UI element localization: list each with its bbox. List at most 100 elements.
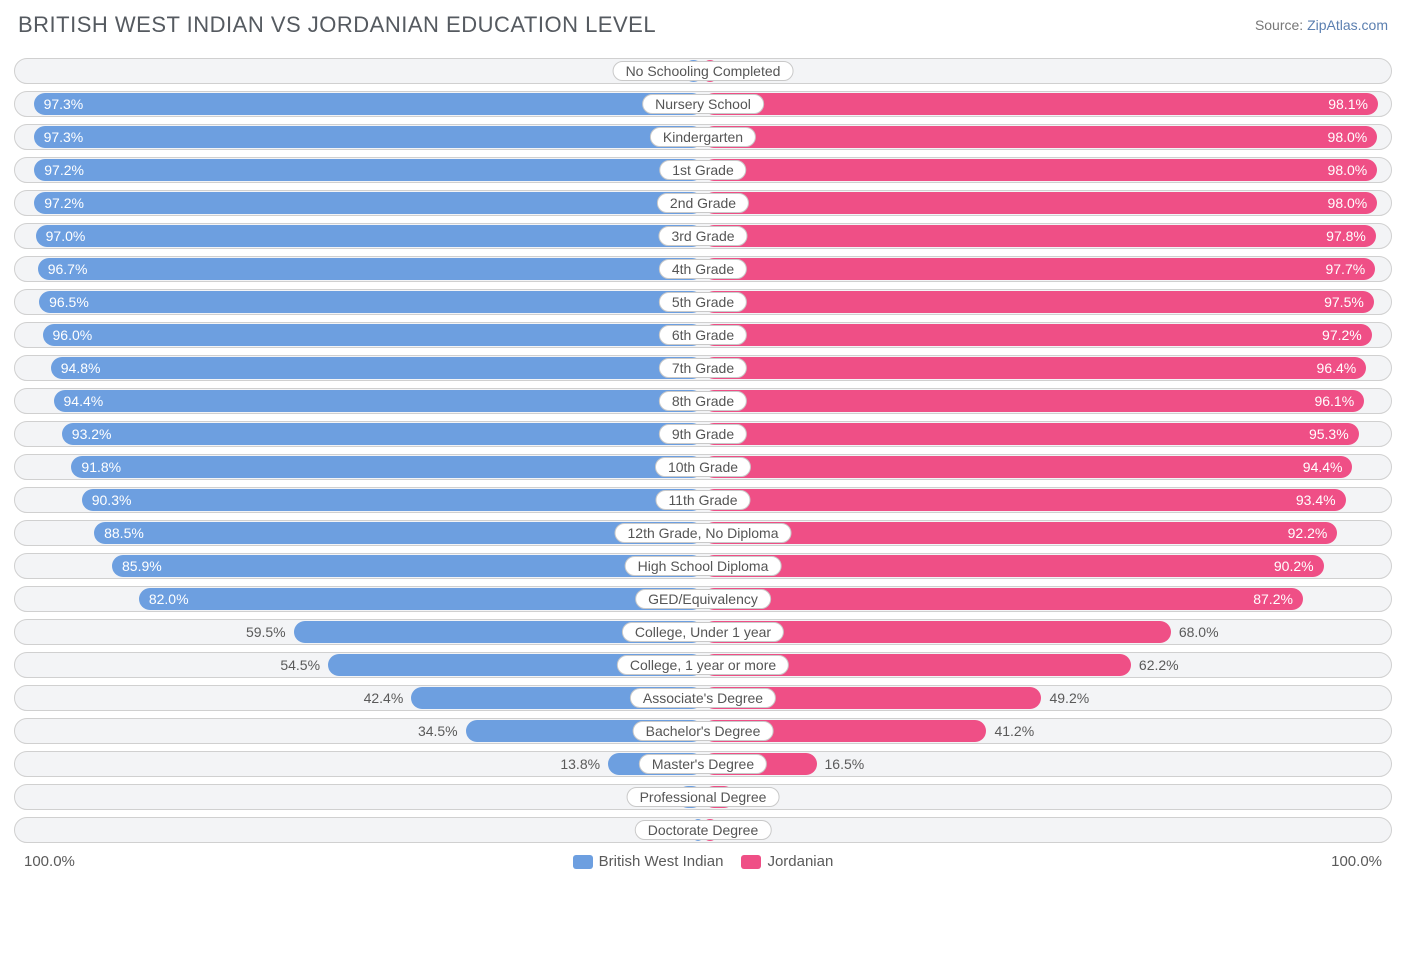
category-label: 10th Grade <box>655 457 751 477</box>
bar-left <box>94 522 703 544</box>
chart-row: 90.3%93.4%11th Grade <box>14 487 1392 513</box>
value-left: 97.2% <box>34 158 84 182</box>
value-left: 97.3% <box>34 92 84 116</box>
value-right: 97.2% <box>1322 323 1372 347</box>
value-left: 96.7% <box>38 257 88 281</box>
value-right: 95.3% <box>1309 422 1359 446</box>
bar-left <box>51 357 703 379</box>
value-left: 34.5% <box>418 719 466 743</box>
bar-left <box>34 159 703 181</box>
value-right: 49.2% <box>1041 686 1089 710</box>
bar-left <box>139 588 703 610</box>
chart-row: 94.4%96.1%8th Grade <box>14 388 1392 414</box>
source-prefix: Source: <box>1255 17 1307 33</box>
legend-label-left: British West Indian <box>599 853 724 870</box>
chart-header: BRITISH WEST INDIAN VS JORDANIAN EDUCATI… <box>14 12 1392 38</box>
legend-swatch-left <box>573 855 593 869</box>
value-left: 90.3% <box>82 488 132 512</box>
chart-row: 94.8% 96.4% 7th Grade <box>14 355 1392 381</box>
category-label: Nursery School <box>642 94 764 114</box>
bar-left <box>54 390 703 412</box>
value-left: 96.5% <box>39 290 89 314</box>
value-left: 94.4% <box>54 389 104 413</box>
chart-source: Source: ZipAtlas.com <box>1255 17 1388 33</box>
axis-right-label: 100.0% <box>1331 853 1382 870</box>
bar-right <box>703 522 1337 544</box>
chart-row: 2.7%2.0%No Schooling Completed <box>14 58 1392 84</box>
category-label: 4th Grade <box>659 259 747 279</box>
value-right: 98.0% <box>1328 191 1378 215</box>
value-left: 97.0% <box>36 224 86 248</box>
value-right: 68.0% <box>1171 620 1219 644</box>
bar-left <box>34 93 703 115</box>
chart-row: 42.4%49.2%Associate's Degree <box>14 685 1392 711</box>
chart-row: 82.0%87.2%GED/Equivalency <box>14 586 1392 612</box>
category-label: 1st Grade <box>659 160 746 180</box>
value-left: 97.3% <box>34 125 84 149</box>
chart-row: 59.5%68.0%College, Under 1 year <box>14 619 1392 645</box>
value-right: 62.2% <box>1131 653 1179 677</box>
chart-row: 97.2%98.0%2nd Grade <box>14 190 1392 216</box>
value-right: 97.5% <box>1324 290 1374 314</box>
category-label: 3rd Grade <box>658 226 747 246</box>
bar-left <box>36 225 703 247</box>
bar-right <box>703 192 1377 214</box>
bar-right <box>703 159 1377 181</box>
bar-right <box>703 258 1375 280</box>
bar-left <box>112 555 703 577</box>
chart-title: BRITISH WEST INDIAN VS JORDANIAN EDUCATI… <box>18 12 656 38</box>
category-label: Bachelor's Degree <box>633 721 774 741</box>
bar-right <box>703 291 1374 313</box>
value-left: 59.5% <box>246 620 294 644</box>
category-label: 5th Grade <box>659 292 747 312</box>
value-right: 90.2% <box>1274 554 1324 578</box>
value-right: 94.4% <box>1303 455 1353 479</box>
category-label: 6th Grade <box>659 325 747 345</box>
value-left: 54.5% <box>280 653 328 677</box>
chart-row: 96.0%97.2%6th Grade <box>14 322 1392 348</box>
value-right: 97.8% <box>1326 224 1376 248</box>
value-left: 93.2% <box>62 422 112 446</box>
bar-right <box>703 456 1352 478</box>
bar-right <box>703 423 1359 445</box>
bar-left <box>43 324 703 346</box>
chart-row: 85.9%90.2%High School Diploma <box>14 553 1392 579</box>
value-left: 94.8% <box>51 356 101 380</box>
chart-row: 91.8% 94.4% 10th Grade <box>14 454 1392 480</box>
category-label: 9th Grade <box>659 424 747 444</box>
category-label: Doctorate Degree <box>635 820 772 840</box>
bar-right <box>703 357 1366 379</box>
legend-item-left: British West Indian <box>573 853 724 870</box>
bar-right <box>703 93 1378 115</box>
value-right: 98.1% <box>1328 92 1378 116</box>
bar-right <box>703 489 1346 511</box>
value-right: 96.4% <box>1317 356 1367 380</box>
value-left: 88.5% <box>94 521 144 545</box>
chart-row: 54.5%62.2%College, 1 year or more <box>14 652 1392 678</box>
value-right: 87.2% <box>1253 587 1303 611</box>
value-right: 96.1% <box>1314 389 1364 413</box>
value-right: 97.7% <box>1325 257 1375 281</box>
bar-left <box>38 258 703 280</box>
value-right: 41.2% <box>986 719 1034 743</box>
legend: British West Indian Jordanian <box>75 853 1331 870</box>
value-left: 97.2% <box>34 191 84 215</box>
chart-row: 13.8%16.5%Master's Degree <box>14 751 1392 777</box>
category-label: Kindergarten <box>650 127 756 147</box>
value-right: 93.4% <box>1296 488 1346 512</box>
chart-row: 88.5%92.2%12th Grade, No Diploma <box>14 520 1392 546</box>
value-left: 91.8% <box>71 455 121 479</box>
bar-left <box>71 456 703 478</box>
value-right: 16.5% <box>817 752 865 776</box>
value-left: 82.0% <box>139 587 189 611</box>
legend-label-right: Jordanian <box>767 853 833 870</box>
value-left: 42.4% <box>364 686 412 710</box>
source-link[interactable]: ZipAtlas.com <box>1307 17 1388 33</box>
chart-row: 97.0% 97.8% 3rd Grade <box>14 223 1392 249</box>
category-label: 7th Grade <box>659 358 747 378</box>
axis-left-label: 100.0% <box>24 853 75 870</box>
chart-rows: 2.7%2.0%No Schooling Completed 97.3% 98.1%… <box>14 58 1392 843</box>
bar-right <box>703 588 1303 610</box>
category-label: 12th Grade, No Diploma <box>615 523 792 543</box>
legend-swatch-right <box>741 855 761 869</box>
